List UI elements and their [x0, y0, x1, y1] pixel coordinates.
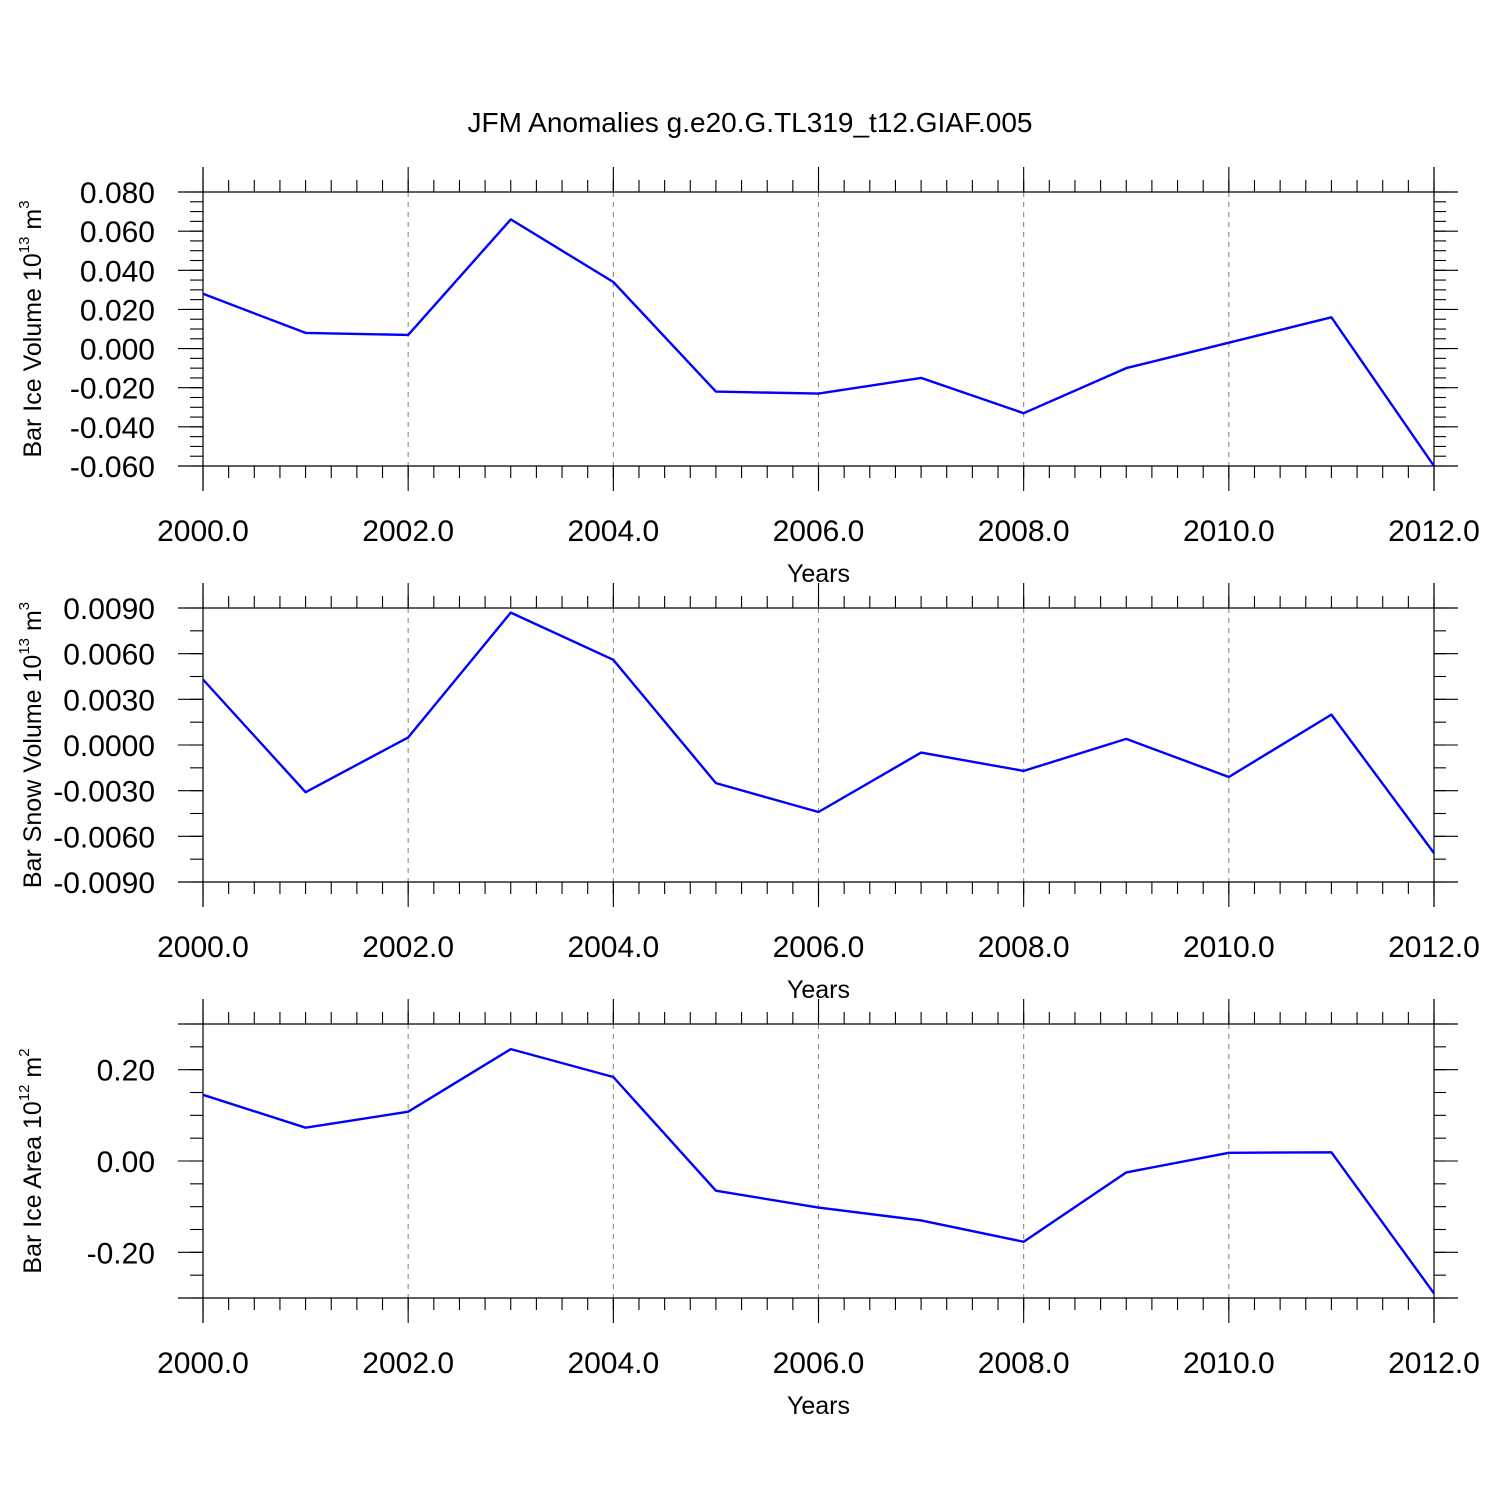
- x-tick-label: 2000.0: [157, 931, 249, 964]
- y-tick-label: -0.0060: [53, 821, 155, 854]
- y-tick-label: 0.000: [80, 334, 155, 367]
- x-tick-label: 2004.0: [567, 931, 659, 964]
- x-tick-label: 2008.0: [978, 515, 1070, 548]
- panel-2: -0.0090 -0.0060 -0.0030 0.0000 0.0030 0.0060 0…: [16, 583, 1480, 1004]
- x-tick-label: 2006.0: [773, 515, 865, 548]
- y-tick-label: 0.060: [80, 216, 155, 249]
- x-tick-label: 2010.0: [1183, 1347, 1275, 1380]
- x-tick-label: 2002.0: [362, 931, 454, 964]
- x-axis-label: Years: [787, 1392, 850, 1420]
- x-tick-label: 2008.0: [978, 931, 1070, 964]
- y-tick-label: 0.080: [80, 177, 155, 210]
- x-tick-label: 2004.0: [567, 515, 659, 548]
- y-tick-label: -0.040: [70, 412, 155, 445]
- y-tick-label: -0.20: [87, 1237, 155, 1270]
- x-tick-label: 2010.0: [1183, 931, 1275, 964]
- y-tick-label: 0.040: [80, 255, 155, 288]
- y-tick-label: 0.020: [80, 294, 155, 327]
- y-tick-label: -0.0030: [53, 776, 155, 809]
- panel-3: -0.20 0.00 0.20 2000.0 2002.0 2004.0 2006.0 200…: [16, 999, 1480, 1420]
- y-tick-label: 0.20: [97, 1055, 155, 1088]
- x-tick-label: 2012.0: [1388, 1347, 1480, 1380]
- x-tick-label: 2008.0: [978, 1347, 1070, 1380]
- y-tick-label: -0.060: [70, 451, 155, 484]
- y-tick-label: 0.0060: [63, 639, 155, 672]
- series-line: [202, 611, 1435, 854]
- y-tick-label: 0.00: [97, 1146, 155, 1179]
- y-tick-label: -0.020: [70, 373, 155, 406]
- series-line: [202, 1047, 1435, 1295]
- x-tick-label: 2012.0: [1388, 515, 1480, 548]
- x-tick-label: 2012.0: [1388, 931, 1480, 964]
- y-axis-label: Bar Snow Volume 1013 m3: [16, 602, 47, 888]
- x-tick-label: 2010.0: [1183, 515, 1275, 548]
- x-tick-label: 2000.0: [157, 515, 249, 548]
- x-tick-label: 2004.0: [567, 1347, 659, 1380]
- panel-1: -0.060 -0.040 -0.020 0.000 0.020 0.040 0.060 0.…: [16, 167, 1480, 588]
- x-tick-label: 2006.0: [773, 1347, 865, 1380]
- x-tick-label: 2002.0: [362, 515, 454, 548]
- series-line: [202, 218, 1435, 467]
- x-tick-label: 2006.0: [773, 931, 865, 964]
- y-axis-label: Bar Ice Volume 1013 m3: [16, 200, 47, 457]
- y-tick-label: 0.0000: [63, 730, 155, 763]
- y-tick-label: -0.0090: [53, 867, 155, 900]
- y-tick-label: 0.0030: [63, 684, 155, 717]
- y-tick-label: 0.0090: [63, 593, 155, 626]
- x-tick-label: 2002.0: [362, 1347, 454, 1380]
- y-axis-label: Bar Ice Area 1012 m2: [16, 1048, 47, 1273]
- figure-title: JFM Anomalies g.e20.G.TL319_t12.GIAF.005: [468, 107, 1033, 138]
- x-tick-label: 2000.0: [157, 1347, 249, 1380]
